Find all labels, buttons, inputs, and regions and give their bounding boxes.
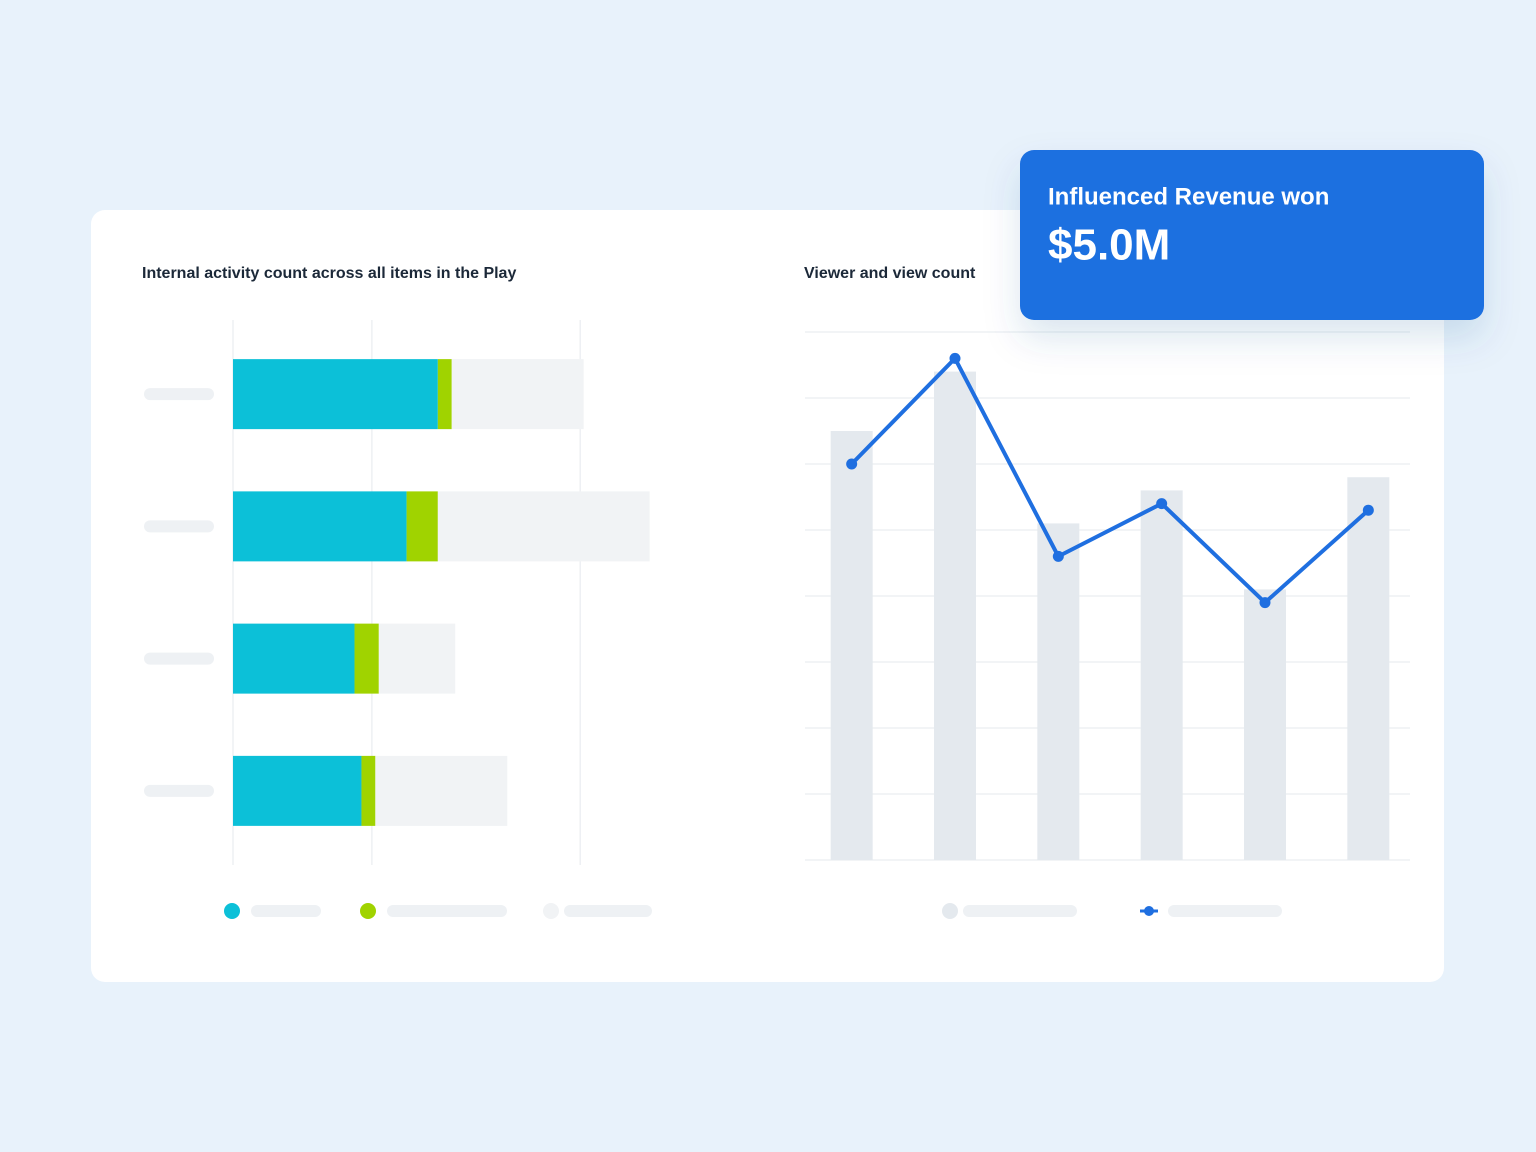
bar xyxy=(1347,477,1390,860)
bar xyxy=(1140,490,1183,860)
line xyxy=(850,356,1370,605)
point xyxy=(1052,550,1064,562)
bar xyxy=(1037,523,1080,860)
point xyxy=(1362,504,1374,516)
bar-segment xyxy=(233,491,407,562)
point xyxy=(949,352,961,364)
card-value: $5.0M xyxy=(1048,221,1170,270)
bar-segment xyxy=(375,755,508,826)
point xyxy=(846,458,858,470)
point xyxy=(1156,498,1168,510)
bar-segment xyxy=(233,755,362,826)
bar xyxy=(830,431,873,860)
chart-title: Internal activity count across all items… xyxy=(142,265,516,282)
bar-segment xyxy=(437,491,650,562)
bar xyxy=(934,371,976,860)
card-bg xyxy=(1020,150,1484,320)
bar-segment xyxy=(233,359,438,430)
bar-segment xyxy=(361,755,376,826)
bar-segment xyxy=(378,623,456,694)
row-label-placeholder xyxy=(144,388,214,401)
legend-placeholders xyxy=(224,903,1282,919)
bar-segment xyxy=(451,359,584,430)
bar-segment xyxy=(354,623,379,694)
row-label-placeholder xyxy=(144,784,214,797)
row-label-placeholder xyxy=(144,520,214,533)
card-title: Influenced Revenue won xyxy=(1048,183,1329,210)
bar-segment xyxy=(233,623,355,694)
bar-segment xyxy=(406,491,438,562)
chart-title: Viewer and view count xyxy=(804,265,976,282)
bar-segment xyxy=(437,359,452,430)
row-label-placeholder xyxy=(144,652,214,665)
point xyxy=(1259,597,1271,609)
bar xyxy=(1244,589,1286,860)
revenue-card: Influenced Revenue won $5.0M xyxy=(1020,150,1484,320)
